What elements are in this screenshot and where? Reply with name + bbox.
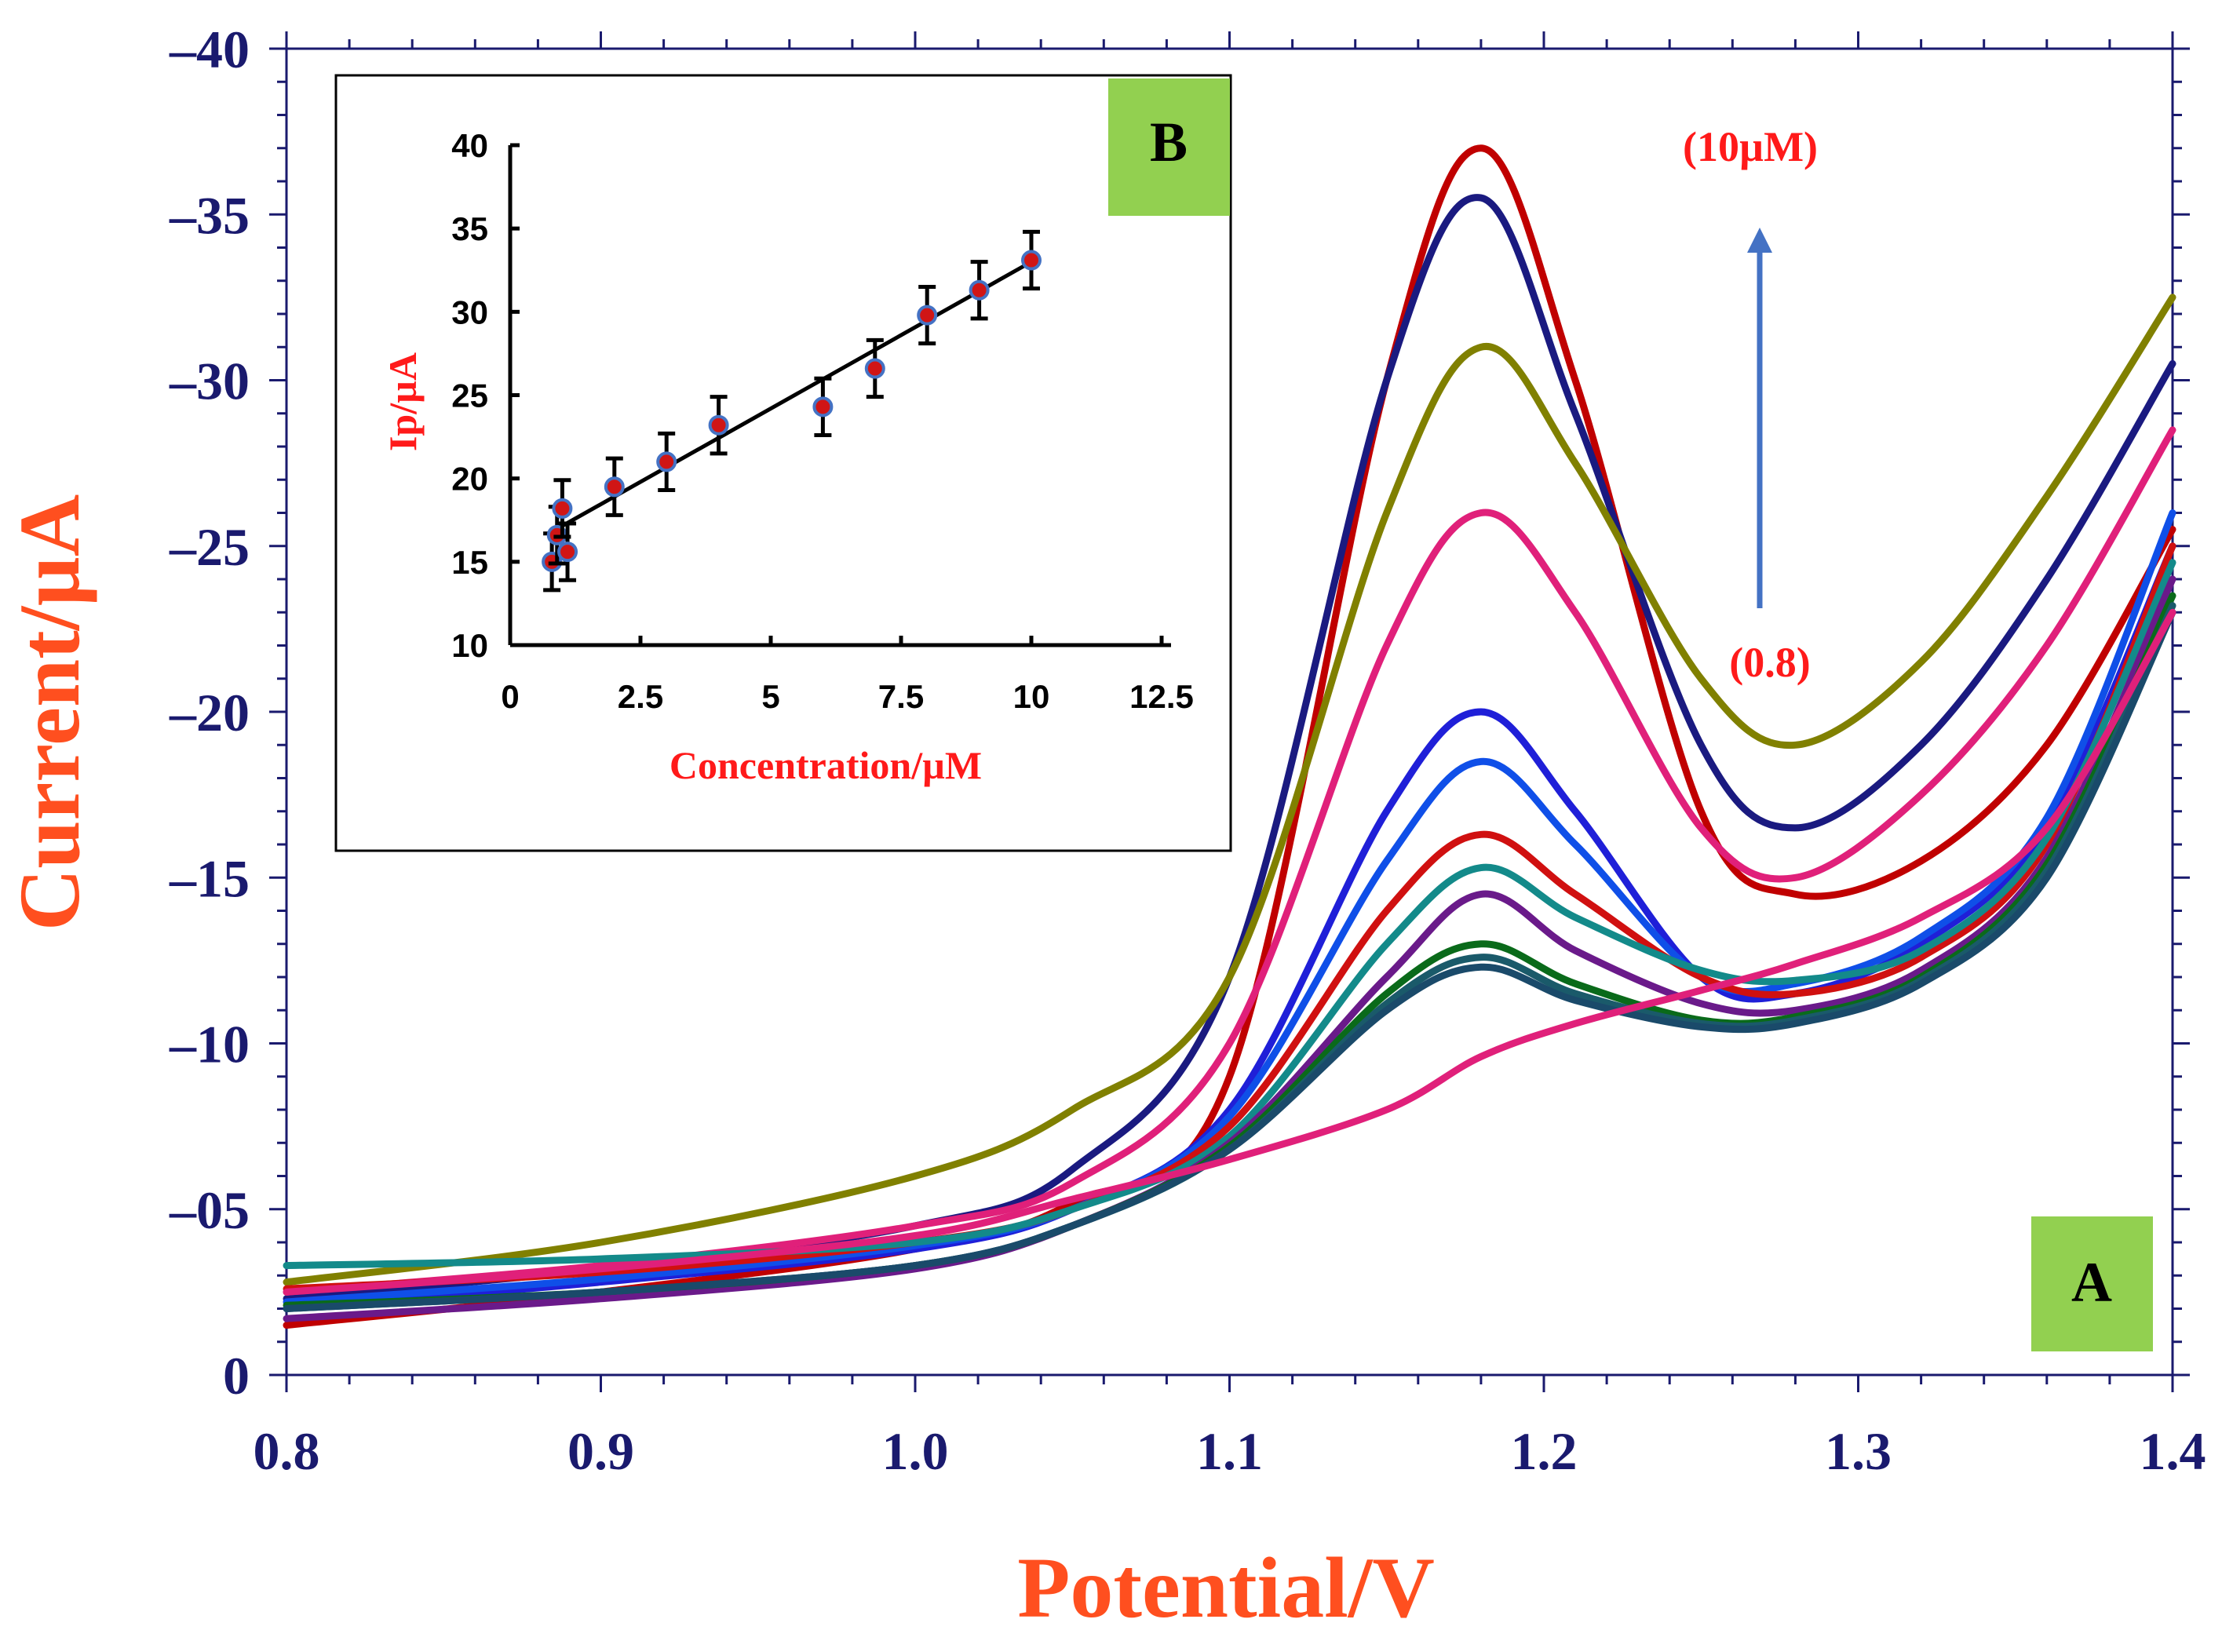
main-curves: [283, 144, 2176, 1329]
inset-y-tick-label: 25: [451, 377, 488, 414]
main-ticks: [269, 31, 2190, 1392]
inset-y-tick-label: 30: [451, 294, 488, 330]
voltammogram-curve-6: [283, 509, 2176, 1306]
main-x-axis-label: Potential/V: [1017, 1540, 1435, 1636]
inset-y-tick-label: 40: [451, 127, 488, 164]
inset-ytick-labels: 10 15 20 25 30 35 40: [451, 127, 488, 664]
voltammogram-curve-13: [283, 608, 2176, 1296]
voltammogram-curve-9: [283, 575, 2176, 1322]
voltammogram-curve-7: [283, 542, 2176, 1293]
inset-data-point: [557, 542, 578, 563]
inset-fit: [550, 260, 1033, 534]
inset-data-point: [708, 414, 729, 436]
inset-data-point: [656, 451, 677, 472]
main-plot: 0.8 0.9 1.0 1.1 1.2 1.3 1.4 0 –05 –10 –15 –20 –25 –3…: [2, 20, 2206, 1636]
x-tick-label: 0.8: [254, 1421, 320, 1481]
y-tick-label: –35: [169, 185, 250, 245]
panel-a-label: A: [2071, 1251, 2112, 1314]
inset-x-tick-label: 0: [501, 678, 519, 715]
inset-data-point: [1021, 250, 1042, 271]
inset-y-tick-label: 10: [451, 627, 488, 664]
voltammogram-curve-3: [283, 294, 2176, 1286]
inset-frame: [334, 74, 1232, 852]
inset-plot: B 0 2.5 5 7.5 10 12.5 10 15 20 25 30 35 40 Concentr…: [334, 74, 1232, 852]
inset-y-tick-label: 35: [451, 210, 488, 247]
inset-y-tick-label: 20: [451, 461, 488, 498]
annotation-bottom: (0.8): [1729, 639, 1810, 686]
inset-x-tick-label: 5: [761, 678, 779, 715]
x-tick-label: 0.9: [567, 1421, 634, 1481]
inset-data-point: [812, 396, 834, 418]
y-tick-label: –40: [169, 20, 250, 79]
x-tick-label: 1.4: [2140, 1421, 2206, 1481]
panel-b-box: [1108, 78, 1230, 216]
inset-x-tick-label: 7.5: [878, 678, 924, 715]
inset-data-point: [917, 305, 938, 326]
panel-a-box: [2031, 1216, 2153, 1351]
y-tick-label: –30: [169, 352, 250, 411]
main-ytick-labels: 0 –05 –10 –15 –20 –25 –30 –35 –40: [169, 20, 250, 1406]
y-tick-label: –15: [169, 848, 250, 908]
inset-fit-line: [550, 260, 1033, 534]
inset-data-point: [864, 358, 885, 379]
inset-x-tick-label: 10: [1013, 678, 1050, 715]
inset-data-point: [552, 498, 573, 519]
x-tick-label: 1.3: [1825, 1421, 1892, 1481]
inset-axes: [508, 143, 1171, 647]
main-y-axis-label: Current/µA: [2, 494, 97, 931]
y-tick-label: 0: [223, 1346, 250, 1406]
y-tick-label: –05: [169, 1180, 250, 1240]
inset-xtick-labels: 0 2.5 5 7.5 10 12.5: [501, 678, 1194, 715]
inset-x-axis-label: Concentration/µM: [670, 743, 982, 787]
inset-points: [542, 229, 1042, 593]
annotation-top: (10µM): [1683, 123, 1818, 170]
x-tick-label: 1.0: [882, 1421, 949, 1481]
voltammogram-curve-4: [283, 426, 2176, 1296]
inset-data-point: [969, 279, 990, 301]
y-tick-label: –25: [169, 517, 250, 577]
main-xtick-labels: 0.8 0.9 1.0 1.1 1.2 1.3 1.4: [254, 1421, 2206, 1481]
panel-b-label: B: [1150, 111, 1188, 173]
x-tick-label: 1.2: [1511, 1421, 1578, 1481]
voltammogram-curve-12: [283, 608, 2176, 1312]
inset-data-point: [604, 476, 625, 498]
y-tick-label: –10: [169, 1015, 250, 1074]
increase-arrow: [1747, 228, 1772, 608]
inset-x-tick-label: 2.5: [618, 678, 663, 715]
inset-x-tick-label: 12.5: [1129, 678, 1194, 715]
y-tick-label: –20: [169, 683, 250, 742]
inset-y-tick-label: 15: [451, 544, 488, 581]
inset-y-axis-label: Ip/µA: [381, 352, 425, 451]
x-tick-label: 1.1: [1196, 1421, 1263, 1481]
